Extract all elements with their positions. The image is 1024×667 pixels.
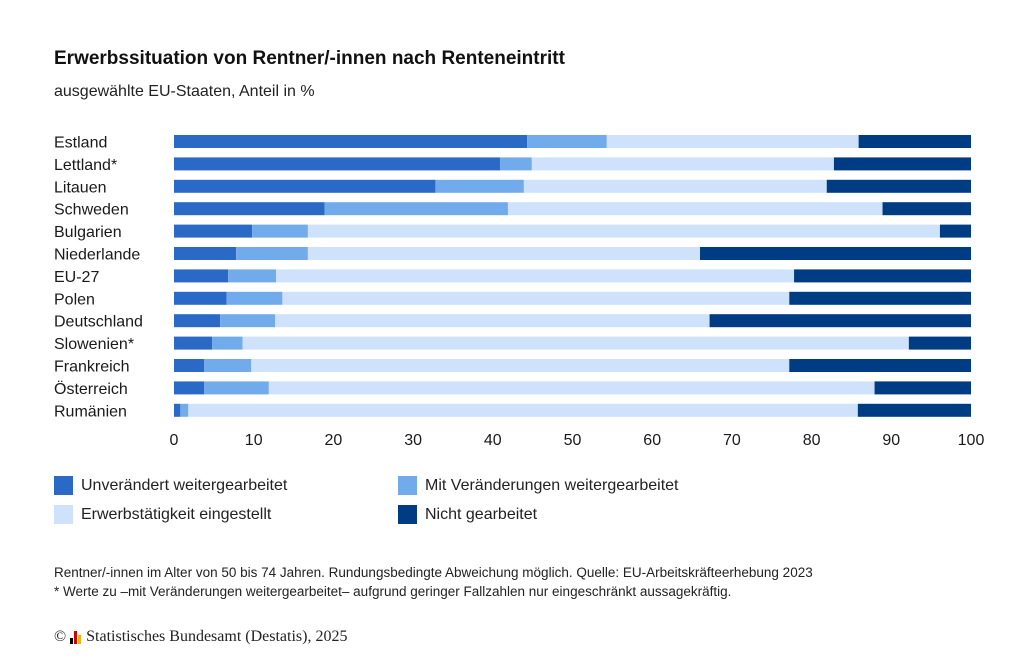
bar-segment: [204, 381, 269, 395]
bar-segment: [276, 269, 795, 283]
bar-segment: [531, 157, 834, 171]
bar-segment: [939, 224, 971, 238]
category-label: EU-27: [54, 269, 99, 286]
bar-segment: [435, 179, 524, 193]
bar-segment: [307, 224, 940, 238]
bar-segment: [908, 336, 971, 350]
bar-segment: [174, 224, 253, 238]
x-tick-label: 100: [958, 432, 985, 449]
bar-segment: [857, 403, 971, 417]
category-label: Schweden: [54, 202, 129, 219]
x-tick-label: 60: [643, 432, 661, 449]
x-tick-label: 40: [484, 432, 502, 449]
bar-segment: [174, 135, 528, 148]
category-label: Niederlande: [54, 247, 140, 264]
bar-segment: [188, 403, 858, 417]
bar-segment: [174, 247, 237, 260]
destatis-logo-icon: [70, 630, 82, 644]
bar-segment: [789, 291, 971, 305]
bar-segment: [174, 179, 436, 193]
legend-label-eingestellt: Erwerbstätigkeit eingestellt: [81, 505, 272, 523]
bar-segment: [174, 403, 181, 417]
category-label: Litauen: [54, 179, 107, 196]
bar-segment: [324, 202, 508, 216]
legend-swatch-nicht: [398, 505, 417, 524]
bar-segment: [174, 336, 213, 350]
bar-segment: [826, 179, 971, 193]
footer: © Statistisches Bundesamt (Destatis), 20…: [54, 628, 347, 646]
bar-segment: [882, 202, 971, 216]
bar-segment: [226, 291, 283, 305]
bar-segment: [874, 381, 971, 395]
bar-segment: [174, 291, 227, 305]
bar-segment: [204, 359, 252, 372]
chart-subtitle: ausgewählte EU-Staaten, Anteil in %: [54, 83, 315, 100]
bar-segment: [212, 336, 243, 350]
legend-label-veraenderungen: Mit Veränderungen weitergearbeitet: [425, 476, 679, 494]
bar-segment: [858, 135, 971, 148]
bar-segment: [527, 135, 607, 148]
legend-swatch-veraenderungen: [398, 476, 417, 495]
legend-swatch-eingestellt: [54, 505, 73, 524]
category-label: Polen: [54, 291, 95, 308]
category-label: Lettland*: [54, 157, 117, 174]
x-tick-label: 70: [723, 432, 741, 449]
x-tick-label: 10: [245, 432, 263, 449]
bar-segment: [709, 314, 971, 328]
bar-segment: [174, 359, 205, 372]
x-tick-label: 30: [404, 432, 422, 449]
bar-segment: [307, 247, 701, 260]
x-tick-label: 50: [564, 432, 582, 449]
bar-segment: [268, 381, 875, 395]
bar-segment: [507, 202, 883, 216]
source-note: Rentner/-innen im Alter von 50 bis 74 Ja…: [54, 565, 813, 580]
legend-label-unveraendert: Unverändert weitergearbeitet: [81, 476, 288, 494]
bar-segment: [174, 202, 325, 216]
stacked-bar-chart: Estland Lettland* Litauen Schweden Bulgarien…: [54, 135, 985, 449]
asterisk-note: * Werte zu –mit Veränderungen weitergear…: [54, 584, 732, 599]
bar-segment: [236, 247, 308, 260]
category-label: Estland: [54, 135, 107, 152]
footer-text: Statistisches Bundesamt (Destatis), 2025: [86, 628, 348, 645]
x-tick-label: 0: [170, 432, 179, 449]
bar-segment: [242, 336, 909, 350]
bar-segment: [174, 269, 229, 283]
x-tick-label: 20: [325, 432, 343, 449]
category-label: Österreich: [54, 380, 128, 398]
bar-segment: [794, 269, 971, 283]
bar-segment: [228, 269, 277, 283]
bar-segment: [282, 291, 790, 305]
legend-item-eingestellt: Erwerbstätigkeit eingestellt: [54, 505, 271, 524]
legend-item-veraenderungen: Mit Veränderungen weitergearbeitet: [398, 476, 679, 495]
x-tick-label: 80: [803, 432, 821, 449]
category-label: Frankreich: [54, 359, 130, 376]
bar-segment: [251, 359, 790, 372]
bar-segment: [700, 247, 971, 260]
chart-title: Erwerbssituation von Rentner/-innen nach…: [54, 48, 565, 69]
bar-segment: [220, 314, 276, 328]
category-label: Deutschland: [54, 314, 143, 331]
bar-segment: [174, 381, 205, 395]
copyright-symbol: ©: [54, 628, 67, 645]
bar-segment: [789, 359, 971, 372]
bar-segment: [499, 157, 532, 171]
bar-segment: [606, 135, 859, 148]
legend-item-nicht: Nicht gearbeitet: [398, 505, 537, 524]
category-label: Rumänien: [54, 403, 127, 420]
bar-segment: [833, 157, 971, 171]
bar-segment: [174, 314, 221, 328]
bar-segment: [252, 224, 308, 238]
bar-segment: [174, 157, 500, 171]
legend-swatch-unveraendert: [54, 476, 73, 495]
category-label: Slowenien*: [54, 336, 134, 353]
legend-item-unveraendert: Unverändert weitergearbeitet: [54, 476, 287, 495]
x-tick-label: 90: [882, 432, 900, 449]
legend-label-nicht: Nicht gearbeitet: [425, 505, 538, 523]
bar-segment: [275, 314, 710, 328]
bar-segment: [523, 179, 827, 193]
category-label: Bulgarien: [54, 224, 122, 241]
bar-segment: [180, 403, 189, 417]
legend: Unverändert weitergearbeitet Mit Verände…: [54, 476, 814, 536]
